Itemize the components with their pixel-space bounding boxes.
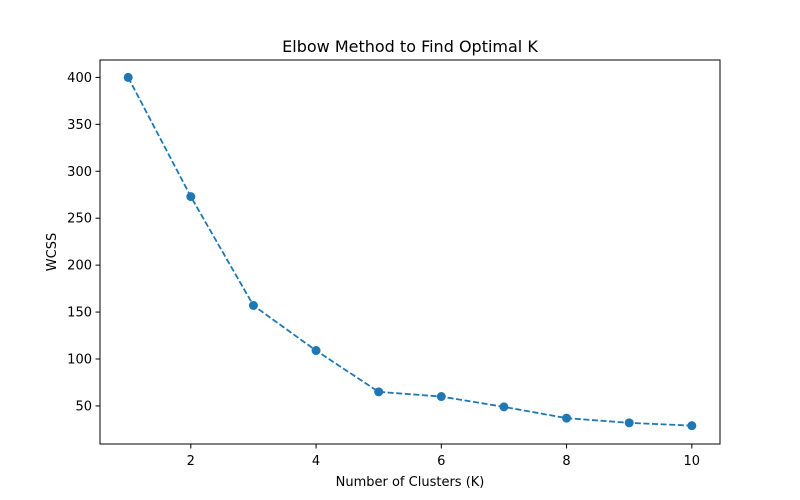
x-axis-ticks: 2 4 6 8 10 [187,444,700,469]
data-point-k7 [499,402,509,412]
y-tick-label: 50 [75,399,92,414]
plot-area [99,59,721,445]
x-tick-label: 4 [312,454,320,469]
axes-frame [99,59,721,445]
y-tick-label: 200 [67,259,92,274]
data-point-k3 [248,301,258,311]
y-tick-label: 350 [67,118,92,133]
data-point-k2 [186,192,196,202]
y-axis-label: WCSS [45,233,60,271]
y-tick-label: 300 [67,165,92,180]
y-tick-label: 100 [67,353,92,368]
series-layer [123,72,697,431]
y-tick-label: 250 [67,212,92,227]
x-tick-label: 8 [562,454,570,469]
y-tick-label: 400 [67,71,92,86]
x-tick-label: 2 [187,454,195,469]
data-point-k5 [374,387,384,397]
data-point-k6 [436,392,446,402]
x-tick-label: 10 [684,454,701,469]
x-tick-label: 6 [437,454,445,469]
data-point-k1 [123,72,133,82]
data-point-k4 [311,346,321,356]
data-point-k8 [562,413,572,423]
series-line [127,76,692,427]
data-point-k10 [687,421,697,431]
chart-title: Elbow Method to Find Optimal K [282,37,538,56]
data-point-k9 [624,418,634,428]
y-axis-ticks: 50 100 150 200 250 300 350 400 [67,71,100,414]
x-axis-label: Number of Clusters (K) [336,475,485,490]
y-tick-label: 150 [67,306,92,321]
